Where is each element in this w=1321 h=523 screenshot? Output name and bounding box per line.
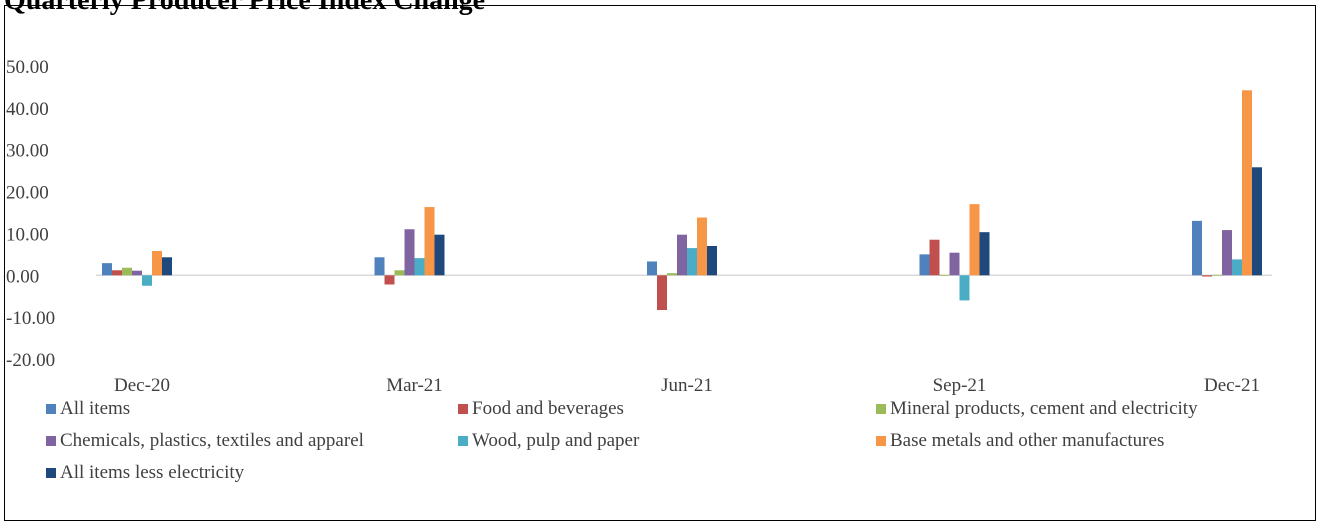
legend-swatch xyxy=(458,404,468,414)
bar xyxy=(1212,274,1222,276)
bar xyxy=(1232,259,1242,276)
legend-swatch xyxy=(46,404,56,414)
legend-swatch xyxy=(458,436,468,446)
bar xyxy=(959,275,970,301)
legend-swatch xyxy=(46,468,56,478)
bar xyxy=(647,261,657,276)
bar xyxy=(697,217,707,276)
bar xyxy=(1202,275,1212,277)
legend-item: Base metals and other manufactures xyxy=(876,430,1164,452)
bar xyxy=(979,232,990,276)
legend-label: Base metals and other manufactures xyxy=(890,430,1165,451)
bar xyxy=(1252,167,1262,276)
chart-title: Quarterly Producer Price Index Change xyxy=(4,0,486,16)
legend-swatch xyxy=(46,436,56,446)
x-tick-label: Dec-21 xyxy=(1204,375,1260,396)
bar xyxy=(969,204,980,276)
bar xyxy=(929,239,940,276)
bar xyxy=(404,229,415,276)
bar xyxy=(424,207,435,276)
x-tick-label: Sep-21 xyxy=(933,375,987,396)
y-tick-label: -10.00 xyxy=(6,308,55,329)
bar xyxy=(434,234,445,276)
bar xyxy=(677,234,687,276)
legend-swatch xyxy=(876,404,886,414)
x-tick-label: Mar-21 xyxy=(386,375,443,396)
legend-label: Food and beverages xyxy=(472,398,624,419)
bar xyxy=(1242,90,1252,276)
bar xyxy=(102,263,112,276)
y-tick-label: 30.00 xyxy=(6,141,49,162)
bar xyxy=(394,270,405,276)
bar xyxy=(687,248,697,276)
legend-item: All items xyxy=(46,398,130,420)
y-tick-label: 50.00 xyxy=(6,57,49,78)
y-tick-label: 40.00 xyxy=(6,99,49,120)
legend-label: Mineral products, cement and electricity xyxy=(890,398,1198,419)
bar xyxy=(162,257,172,276)
bar xyxy=(384,275,395,285)
bar xyxy=(1222,230,1232,276)
bar xyxy=(919,254,930,276)
bar xyxy=(132,270,142,276)
bar xyxy=(939,274,950,276)
legend-label: Chemicals, plastics, textiles and appare… xyxy=(60,430,364,451)
legend-swatch xyxy=(876,436,886,446)
bar xyxy=(707,245,717,276)
bar xyxy=(374,257,385,276)
bar xyxy=(949,252,960,276)
bar xyxy=(657,275,667,311)
legend-label: All items less electricity xyxy=(60,462,245,483)
legend-item: Mineral products, cement and electricity xyxy=(876,398,1198,420)
bar xyxy=(112,270,122,276)
x-tick-label: Jun-21 xyxy=(661,375,713,396)
bar xyxy=(122,267,132,276)
legend-item: Wood, pulp and paper xyxy=(458,430,639,452)
bar xyxy=(142,275,152,286)
y-tick-label: 0.00 xyxy=(6,266,39,287)
x-tick-label: Dec-20 xyxy=(114,375,170,396)
chart-frame xyxy=(4,5,1316,521)
y-tick-label: -20.00 xyxy=(6,350,55,371)
legend-item: Food and beverages xyxy=(458,398,624,420)
bar xyxy=(667,273,677,276)
y-tick-label: 20.00 xyxy=(6,183,49,204)
bar xyxy=(1192,220,1202,276)
bar xyxy=(152,251,162,276)
legend-item: Chemicals, plastics, textiles and appare… xyxy=(46,430,364,452)
bar xyxy=(414,258,425,276)
legend-item: All items less electricity xyxy=(46,462,244,484)
legend-label: Wood, pulp and paper xyxy=(472,430,640,451)
y-tick-label: 10.00 xyxy=(6,224,49,245)
legend-label: All items xyxy=(60,398,131,419)
